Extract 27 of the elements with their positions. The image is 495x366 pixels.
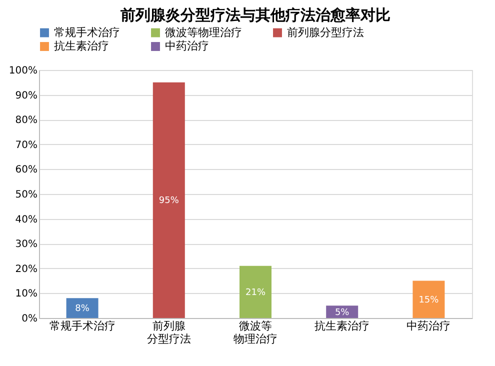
data-label: 15% bbox=[418, 295, 440, 306]
x-tick-label: 抗生素治疗 bbox=[314, 320, 370, 332]
y-tick-label: 80% bbox=[15, 115, 38, 126]
chart-title: 前列腺炎分型疗法与其他疗法治愈率对比 bbox=[120, 6, 390, 24]
x-tick-label: 常规手术治疗 bbox=[49, 320, 116, 332]
legend-label: 抗生素治疗 bbox=[54, 40, 109, 52]
y-tick-label: 100% bbox=[8, 66, 38, 76]
data-label: 5% bbox=[334, 308, 350, 318]
data-label: 8% bbox=[75, 304, 90, 314]
legend-label: 微波等物理治疗 bbox=[165, 26, 242, 39]
y-tick-label: 70% bbox=[15, 140, 38, 151]
legend-label: 前列腺分型疗法 bbox=[287, 26, 364, 39]
y-tick-label: 0% bbox=[22, 314, 38, 324]
legend-label: 常规手术治疗 bbox=[54, 26, 120, 39]
y-tick-label: 50% bbox=[15, 190, 38, 200]
x-tick-label: 微波等物理治疗 bbox=[234, 320, 278, 346]
x-tick-label: 前列腺分型疗法 bbox=[146, 320, 191, 346]
y-tick-label: 30% bbox=[15, 239, 38, 250]
data-label: 95% bbox=[158, 196, 180, 206]
y-tick-label: 90% bbox=[15, 90, 38, 102]
x-tick-label: 中药治疗 bbox=[406, 320, 451, 332]
legend-label: 中药治疗 bbox=[165, 40, 209, 52]
y-tick-label: 10% bbox=[15, 288, 38, 300]
data-label: 21% bbox=[245, 288, 266, 298]
y-tick-label: 40% bbox=[15, 214, 38, 226]
y-tick-label: 60% bbox=[15, 164, 38, 176]
y-tick-label: 20% bbox=[15, 264, 38, 275]
